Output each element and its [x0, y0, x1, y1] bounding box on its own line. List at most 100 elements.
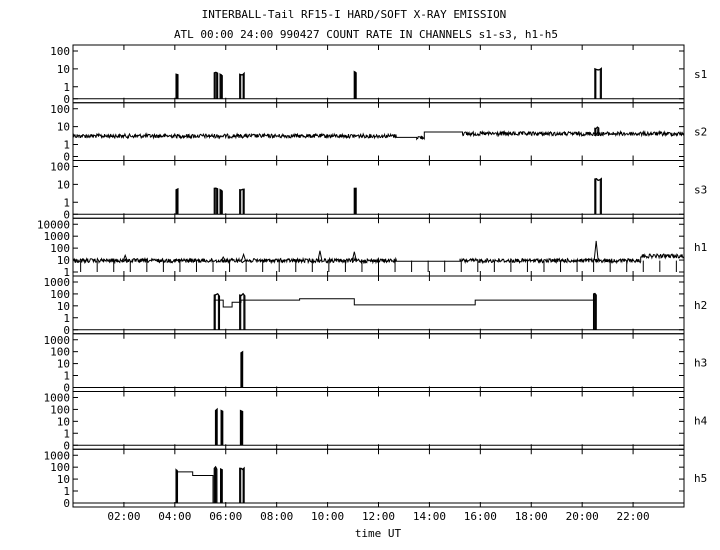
x-tick-label: 14:00	[413, 510, 446, 523]
y-tick-label: 1	[63, 266, 70, 279]
x-tick-label: 18:00	[515, 510, 548, 523]
x-tick-label: 12:00	[362, 510, 395, 523]
panel-s2: 100 10 10 s2	[50, 102, 707, 164]
y-tick-label: 1	[63, 139, 70, 152]
y-tick-label: 100	[50, 403, 70, 416]
y-tick-label: 10	[57, 121, 70, 134]
panel-s1: 100 10 10 s1	[50, 44, 707, 106]
y-tick-label: 10000	[37, 218, 70, 231]
y-tick-label: 1000	[44, 276, 71, 289]
y-tick-label: 1	[63, 196, 70, 209]
panel-name-label: h4	[694, 414, 708, 427]
burst-mark	[594, 177, 602, 215]
burst-mark	[175, 187, 179, 215]
chart-subtitle: ATL 00:00 24:00 990427 COUNT RATE IN CHA…	[174, 28, 558, 41]
y-tick-label: 100	[50, 161, 70, 174]
x-axis-label: time UT	[355, 527, 402, 540]
y-tick-label: 1	[63, 485, 70, 498]
y-tick-label: 0	[63, 497, 70, 510]
y-tick-label: 10	[57, 254, 70, 267]
panel-frame	[72, 102, 685, 161]
panel-frame	[72, 448, 685, 508]
y-tick-label: 100	[50, 288, 70, 301]
panel-frame	[72, 391, 685, 450]
y-tick-label: 100	[50, 346, 70, 359]
x-tick-label: 22:00	[617, 510, 650, 523]
panel-frame	[72, 44, 685, 104]
y-tick-label: 0	[63, 324, 70, 337]
y-tick-label: 1	[63, 427, 70, 440]
burst-mark	[214, 407, 218, 446]
burst-mark	[239, 466, 245, 504]
peak-mark	[317, 250, 323, 261]
peak-mark	[220, 255, 226, 261]
panel-frame	[72, 160, 685, 219]
y-tick-label: 10	[57, 358, 70, 371]
panel-stack: 1001010s11001010s21001010s31000010001001…	[37, 44, 708, 510]
x-tick-label: 16:00	[464, 510, 497, 523]
y-tick-label: 100	[50, 103, 70, 116]
panel-name-label: s3	[694, 183, 707, 196]
y-tick-label: 0	[63, 439, 70, 452]
y-tick-label: 10	[57, 178, 70, 191]
burst-mark	[213, 465, 218, 504]
y-tick-label: 10	[57, 473, 70, 486]
y-tick-label: 1000	[44, 449, 71, 462]
y-tick-label: 1000	[44, 230, 71, 243]
panel-s3: 100 10 10 s3	[50, 160, 707, 221]
y-tick-label: 1	[63, 312, 70, 325]
peak-mark	[593, 240, 599, 261]
burst-mark	[594, 67, 602, 99]
burst-mark	[239, 188, 245, 215]
burst-mark	[239, 292, 246, 330]
burst-mark	[353, 187, 357, 215]
panel-name-label: h1	[694, 241, 707, 254]
panel-name-label: h3	[694, 357, 707, 370]
burst-mark	[239, 71, 245, 99]
chart-title: INTERBALL-Tail RF15-I HARD/SOFT X-RAY EM…	[202, 8, 507, 21]
y-tick-label: 10	[57, 300, 70, 313]
burst-mark	[213, 71, 219, 99]
burst-mark	[240, 350, 244, 388]
y-tick-label: 100	[50, 242, 70, 255]
data-trace-s2	[72, 129, 685, 141]
peak-mark	[122, 253, 128, 261]
burst-mark	[594, 126, 600, 136]
data-trace-h1	[72, 253, 685, 265]
y-tick-label: 0	[63, 382, 70, 395]
y-tick-label: 0	[63, 151, 70, 164]
panel-name-label: s2	[694, 126, 707, 139]
y-tick-label: 100	[50, 45, 70, 58]
time-axis: 02:00 04:00 06:00 08:00 10:00 12:00 14:00 16:00…	[107, 510, 649, 523]
y-tick-label: 10	[57, 415, 70, 428]
peak-mark	[241, 252, 247, 261]
burst-mark	[213, 292, 221, 330]
panel-name-label: h2	[694, 299, 707, 312]
y-tick-label: 1000	[44, 334, 71, 347]
step-trace-h2	[213, 298, 596, 330]
burst-mark	[592, 292, 597, 330]
x-tick-label: 20:00	[566, 510, 599, 523]
y-tick-label: 1	[63, 81, 70, 94]
y-tick-label: 0	[63, 93, 70, 106]
x-tick-label: 04:00	[158, 510, 191, 523]
y-tick-label: 1000	[44, 392, 71, 405]
y-tick-label: 10	[57, 63, 70, 76]
burst-mark	[213, 187, 219, 215]
x-tick-label: 08:00	[260, 510, 293, 523]
x-tick-label: 10:00	[311, 510, 344, 523]
step-trace-h5	[175, 471, 214, 503]
x-tick-label: 06:00	[209, 510, 242, 523]
peak-mark	[351, 251, 357, 261]
y-tick-label: 100	[50, 461, 70, 474]
y-tick-label: 0	[63, 208, 70, 221]
x-tick-label: 02:00	[107, 510, 140, 523]
panel-name-label: h5	[694, 472, 707, 485]
panel-frame	[72, 333, 685, 392]
